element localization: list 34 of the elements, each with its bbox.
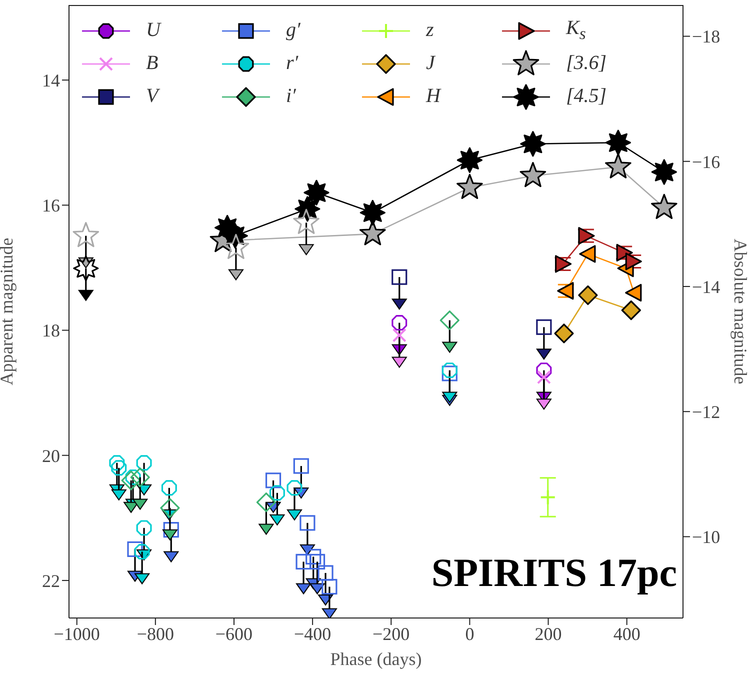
legend-label: i′: [286, 85, 296, 108]
y2-tick-label: −16: [692, 152, 720, 172]
legend-label: J: [426, 52, 435, 75]
x-tick-label: −200: [372, 624, 410, 644]
x-tick-label: 0: [465, 624, 474, 644]
y-tick-label: 18: [42, 320, 60, 341]
legend-label: r′: [286, 52, 298, 75]
legend-label: U: [146, 19, 160, 42]
y-tick-label: 14: [42, 70, 60, 90]
legend-label: z: [426, 19, 434, 42]
y-tick-label: 22: [42, 570, 60, 591]
x-tick-label: −400: [294, 624, 332, 644]
x-axis-title: Phase (days): [330, 649, 422, 669]
legend-label: [3.6]: [566, 52, 607, 75]
x-tick-label: −800: [136, 624, 174, 644]
x-tick-label: 400: [613, 624, 640, 644]
y-tick-label: 16: [42, 196, 60, 216]
legend-label: H: [426, 85, 440, 108]
y2-tick-label: −12: [692, 402, 720, 422]
legend-label: B: [146, 52, 158, 75]
y2-tick-label: −10: [692, 527, 720, 548]
x-tick-label: −600: [215, 624, 253, 644]
y-tick-label: 20: [42, 446, 60, 466]
y2-axis-title: Absolute magnitude: [730, 238, 751, 384]
x-tick-label: −1000: [54, 624, 100, 644]
x-tick-label: 200: [534, 624, 562, 644]
y2-tick-label: −14: [692, 276, 720, 297]
legend-label: g′: [286, 19, 300, 42]
y2-tick-label: −18: [692, 26, 720, 47]
annotation: SPIRITS 17pc: [431, 549, 677, 596]
y-axis-title: Apparent magnitude: [0, 238, 16, 386]
legend-label: [4.5]: [566, 85, 607, 108]
legend-label: V: [146, 85, 158, 108]
legend-label: K$_{s}$: [566, 17, 586, 44]
